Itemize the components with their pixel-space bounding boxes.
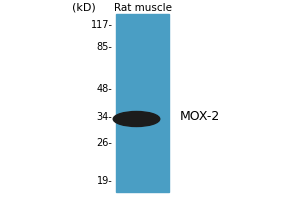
Text: 19-: 19- (97, 176, 112, 186)
Text: Rat muscle: Rat muscle (113, 3, 172, 13)
Text: 26-: 26- (97, 138, 112, 148)
Text: 34-: 34- (97, 112, 112, 122)
Ellipse shape (113, 112, 160, 127)
Text: 85-: 85- (97, 42, 112, 52)
Text: 48-: 48- (97, 84, 112, 94)
Text: 117-: 117- (91, 20, 112, 30)
Text: (kD): (kD) (72, 3, 96, 13)
Bar (116, 14, 169, 192)
Text: MOX-2: MOX-2 (180, 110, 220, 123)
